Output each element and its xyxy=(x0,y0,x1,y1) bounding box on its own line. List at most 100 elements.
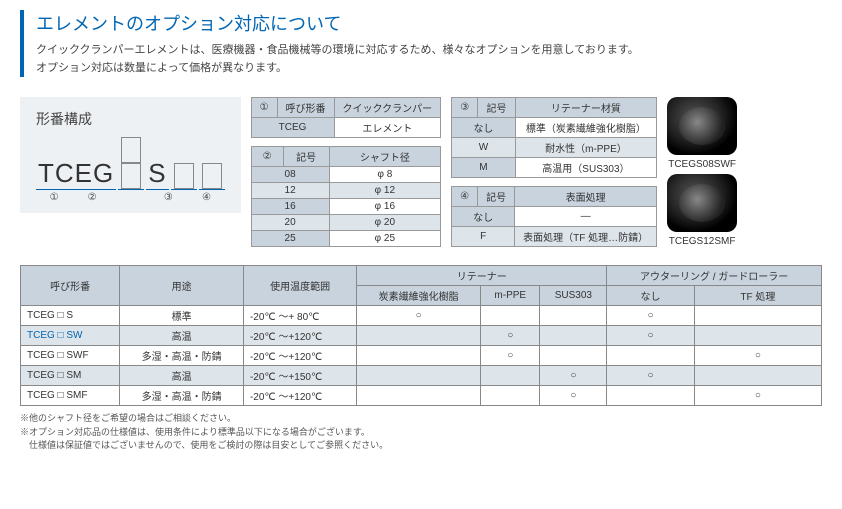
header-line1: クイッククランパーエレメントは、医療機器・食品機械等の環境に対応するため、様々な… xyxy=(36,42,822,60)
product-caption-2: TCEGS12SMF xyxy=(669,236,736,247)
mh-youto: 用途 xyxy=(120,266,244,306)
model-code: TCEG S xyxy=(36,137,225,190)
model-number-box: 形番構成 TCEG S ① ② ③ ④ xyxy=(20,97,241,213)
product-images: TCEGS08SWF TCEGS12SMF xyxy=(667,97,737,247)
table-row: M高温用（SUS303） xyxy=(452,158,657,178)
t4-h1: ④ xyxy=(452,187,478,207)
page-title: エレメントのオプション対応について xyxy=(36,10,822,36)
cell-use: 多湿・高温・防錆 xyxy=(120,346,244,366)
t2-h2: 記号 xyxy=(283,147,329,167)
t1-h3: クイッククランパー xyxy=(334,98,441,118)
note-3: 仕様値は保証値ではございませんので、使用をご検討の際は目安としてご参照ください。 xyxy=(20,439,822,453)
mh-o2: TF 処理 xyxy=(694,286,821,306)
table-row: 12φ 12 xyxy=(251,183,441,199)
header-block: エレメントのオプション対応について クイッククランパーエレメントは、医療機器・食… xyxy=(20,10,822,77)
t1-h2: 呼び形番 xyxy=(277,98,334,118)
cell-temp: -20℃ ～+120℃ xyxy=(243,386,356,406)
t2-h1: ② xyxy=(251,147,283,167)
mh-r3: SUS303 xyxy=(540,286,607,306)
t1-r1c2: エレメント xyxy=(334,118,441,138)
cell-code: 12 xyxy=(251,183,329,199)
mh-r1: 炭素繊維強化樹脂 xyxy=(357,286,481,306)
table-row: 25φ 25 xyxy=(251,231,441,247)
t3-h3: リテーナー材質 xyxy=(515,98,656,118)
product-image-1 xyxy=(667,97,737,155)
mid-section: 形番構成 TCEG S ① ② ③ ④ ①呼び形番クイッククランパー TCEGエ… xyxy=(20,97,822,247)
cell-use: 高温 xyxy=(120,366,244,386)
cell-code: 20 xyxy=(251,215,329,231)
cell-code: F xyxy=(452,227,515,247)
cell-code: なし xyxy=(452,118,516,138)
table-row: TCEG □ SM高温-20℃ ～+150℃○○ xyxy=(21,366,822,386)
model-num-row: ① ② ③ ④ xyxy=(36,192,225,203)
model-num-2: ② xyxy=(74,192,110,203)
table-row: TCEG □ SMF多湿・高温・防錆-20℃ ～+120℃○○ xyxy=(21,386,822,406)
product-image-2 xyxy=(667,174,737,232)
model-title: 形番構成 xyxy=(36,109,225,129)
cell-o1 xyxy=(607,386,694,406)
cell-o1: ○ xyxy=(607,366,694,386)
t4-h3: 表面処理 xyxy=(515,187,657,207)
table-row: 16φ 16 xyxy=(251,199,441,215)
mh-outer: アウターリング / ガードローラー xyxy=(607,266,822,286)
mh-yobi: 呼び形番 xyxy=(21,266,120,306)
model-num-3: ③ xyxy=(150,192,186,203)
cell-model: TCEG □ SM xyxy=(21,366,120,386)
cell-use: 多湿・高温・防錆 xyxy=(120,386,244,406)
model-base: TCEG xyxy=(36,158,116,190)
cell-value: 耐水性（m-PPE） xyxy=(515,138,656,158)
cell-code: なし xyxy=(452,207,515,227)
cell-o1: ○ xyxy=(607,326,694,346)
cell-code: 25 xyxy=(251,231,329,247)
cell-value: — xyxy=(515,207,657,227)
model-box-4 xyxy=(199,163,225,190)
model-num-4: ④ xyxy=(188,192,224,203)
cell-code: M xyxy=(452,158,516,178)
cell-model: TCEG □ SW xyxy=(21,326,120,346)
table-row: 20φ 20 xyxy=(251,215,441,231)
cell-value: φ 16 xyxy=(329,199,441,215)
cell-r3 xyxy=(540,326,607,346)
cell-value: 高温用（SUS303） xyxy=(515,158,656,178)
note-1: ※他のシャフト径をご希望の場合はご相談ください。 xyxy=(20,412,822,426)
notes: ※他のシャフト径をご希望の場合はご相談ください。 ※オプション対応品の仕様値は、… xyxy=(20,412,822,453)
table-row: TCEG □ S標準-20℃ ～+ 80℃○○ xyxy=(21,306,822,326)
cell-temp: -20℃ ～+150℃ xyxy=(243,366,356,386)
cell-r1 xyxy=(357,366,481,386)
table-row: F表面処理（TF 処理…防錆） xyxy=(452,227,657,247)
cell-r1: ○ xyxy=(357,306,481,326)
cell-use: 高温 xyxy=(120,326,244,346)
model-num-1: ① xyxy=(36,192,72,203)
cell-r2: ○ xyxy=(481,326,540,346)
model-box-2 xyxy=(118,137,144,190)
t2-h3: シャフト径 xyxy=(329,147,441,167)
mh-temp: 使用温度範囲 xyxy=(243,266,356,306)
cell-r2 xyxy=(481,386,540,406)
cell-o1: ○ xyxy=(607,306,694,326)
cell-r2 xyxy=(481,366,540,386)
cell-o2 xyxy=(694,306,821,326)
table-3: ③記号リテーナー材質 なし標準（炭素繊維強化樹脂）W耐水性（m-PPE）M高温用… xyxy=(451,97,657,178)
cell-r1 xyxy=(357,386,481,406)
cell-o2 xyxy=(694,326,821,346)
t1-r1c1: TCEG xyxy=(251,118,334,138)
table-2: ②記号シャフト径 08φ 812φ 1216φ 1620φ 2025φ 25 xyxy=(251,146,442,247)
model-mid: S xyxy=(146,158,168,190)
table-row: なし— xyxy=(452,207,657,227)
mh-r2: m-PPE xyxy=(481,286,540,306)
cell-value: φ 8 xyxy=(329,167,441,183)
cell-r3 xyxy=(540,346,607,366)
cell-value: 表面処理（TF 処理…防錆） xyxy=(515,227,657,247)
t4-h2: 記号 xyxy=(478,187,515,207)
cell-o2: ○ xyxy=(694,346,821,366)
cell-code: 16 xyxy=(251,199,329,215)
table-row: TCEG □ SWF多湿・高温・防錆-20℃ ～+120℃○○ xyxy=(21,346,822,366)
cell-temp: -20℃ ～+120℃ xyxy=(243,326,356,346)
cell-use: 標準 xyxy=(120,306,244,326)
main-table: 呼び形番 用途 使用温度範囲 リテーナー アウターリング / ガードローラー 炭… xyxy=(20,265,822,406)
cell-r2: ○ xyxy=(481,346,540,366)
cell-temp: -20℃ ～+ 80℃ xyxy=(243,306,356,326)
cell-code: W xyxy=(452,138,516,158)
cell-o2: ○ xyxy=(694,386,821,406)
table-1: ①呼び形番クイッククランパー TCEGエレメント xyxy=(251,97,442,138)
